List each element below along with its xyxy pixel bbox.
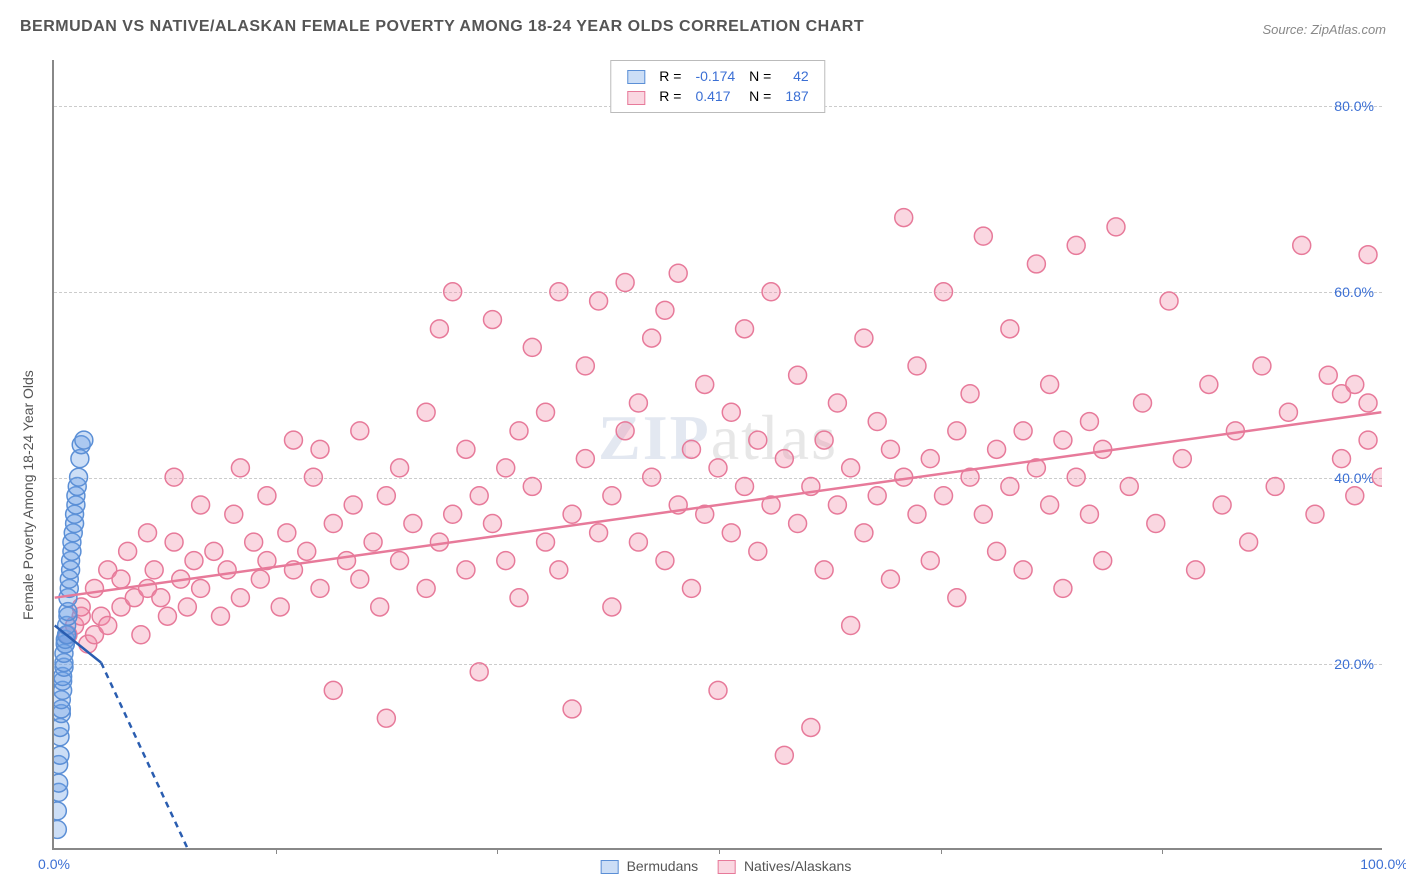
bermudans-legend-swatch [601, 860, 619, 874]
chart-plot-area: ZIPatlas R = -0.174 N = 42 R = 0.417 N =… [52, 60, 1382, 850]
natives-legend-swatch [718, 860, 736, 874]
x-tick-label: 0.0% [38, 856, 70, 872]
scatter-svg [54, 60, 1382, 848]
series-legend: Bermudans Natives/Alaskans [585, 858, 852, 874]
x-tick-label: 100.0% [1360, 856, 1406, 872]
natives-swatch [627, 91, 645, 105]
correlation-legend: R = -0.174 N = 42 R = 0.417 N = 187 [610, 60, 825, 113]
source-attribution: Source: ZipAtlas.com [1262, 22, 1386, 37]
bermudans-n-value: 42 [779, 67, 814, 85]
y-axis-label: Female Poverty Among 18-24 Year Olds [20, 370, 36, 620]
natives-legend-label: Natives/Alaskans [744, 858, 851, 874]
natives-r-value: 0.417 [689, 87, 741, 105]
chart-title: BERMUDAN VS NATIVE/ALASKAN FEMALE POVERT… [20, 18, 864, 36]
bermudans-swatch [627, 70, 645, 84]
bermudans-legend-label: Bermudans [627, 858, 699, 874]
bermudans-r-value: -0.174 [689, 67, 741, 85]
natives-n-value: 187 [779, 87, 814, 105]
